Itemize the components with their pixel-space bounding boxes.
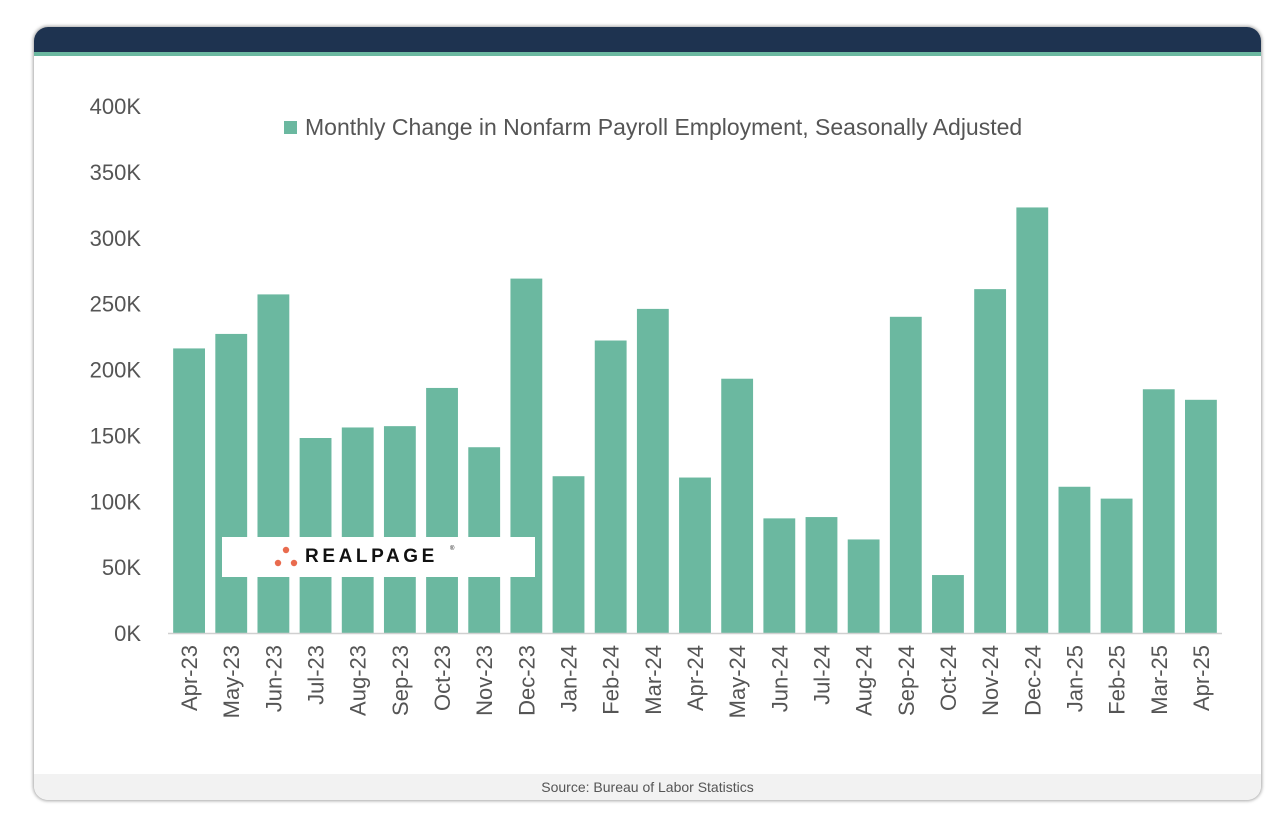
x-tick-label: Jul-23 <box>304 645 329 705</box>
bar <box>721 378 754 633</box>
bar <box>594 340 627 633</box>
bar <box>932 575 964 633</box>
x-tick-label: Jun-23 <box>261 645 286 712</box>
x-tick-label: Aug-24 <box>852 645 877 716</box>
source-footer: Source: Bureau of Labor Statistics <box>34 774 1261 800</box>
bar <box>1100 498 1133 633</box>
x-tick-label: Aug-23 <box>346 645 371 716</box>
y-tick-label: 100K <box>90 489 142 514</box>
x-tick-label: Nov-23 <box>472 645 497 716</box>
bar <box>299 438 332 633</box>
realpage-logo <box>222 537 535 577</box>
y-tick-label: 300K <box>90 226 142 251</box>
x-tick-label: Apr-24 <box>683 645 708 711</box>
y-tick-label: 150K <box>90 423 142 448</box>
bar <box>257 294 290 633</box>
x-tick-label: Jan-24 <box>557 645 582 712</box>
x-tick-label: Feb-24 <box>599 645 624 715</box>
y-tick-label: 350K <box>90 160 142 185</box>
bar <box>889 316 922 633</box>
bar <box>510 278 543 633</box>
y-tick-label: 400K <box>90 94 142 119</box>
x-tick-label: Dec-24 <box>1020 645 1045 716</box>
bar <box>1142 389 1175 633</box>
x-tick-label: Mar-24 <box>641 645 666 715</box>
x-tick-label: Apr-25 <box>1189 645 1214 711</box>
bar <box>383 426 416 633</box>
bar <box>552 476 585 633</box>
header-accent-line <box>34 52 1261 56</box>
legend-swatch <box>284 121 297 134</box>
bar <box>679 477 711 633</box>
x-tick-label: Dec-23 <box>514 645 539 716</box>
x-tick-label: Mar-25 <box>1147 645 1172 715</box>
bar <box>974 289 1007 633</box>
x-tick-label: Feb-25 <box>1105 645 1130 715</box>
bar <box>215 333 248 633</box>
y-tick-label: 50K <box>102 555 141 580</box>
header-bar <box>34 27 1261 52</box>
x-tick-label: Nov-24 <box>978 645 1003 716</box>
realpage-logo-icon <box>274 546 298 567</box>
bar <box>341 427 374 633</box>
x-tick-label: Sep-23 <box>388 645 413 716</box>
bar <box>1016 207 1049 633</box>
realpage-logo-registered: ® <box>450 546 455 552</box>
x-tick-label: Jan-25 <box>1062 645 1087 712</box>
bar <box>805 517 838 633</box>
x-tick-label: Sep-24 <box>894 645 919 716</box>
legend-label: Monthly Change in Nonfarm Payroll Employ… <box>305 114 1022 140</box>
x-tick-label: May-23 <box>219 645 244 718</box>
bar <box>636 308 669 633</box>
x-tick-label: Oct-24 <box>936 645 961 711</box>
realpage-logo-text: REALPAGE <box>305 546 438 567</box>
x-tick-label: Oct-23 <box>430 645 455 711</box>
x-tick-label: Jun-24 <box>767 645 792 712</box>
x-tick-label: Apr-23 <box>177 645 202 711</box>
bar <box>173 348 205 633</box>
x-tick-label: Jul-24 <box>809 645 834 705</box>
bar <box>1058 486 1091 633</box>
y-tick-label: 200K <box>90 358 142 383</box>
bar <box>763 518 796 633</box>
bar <box>1185 399 1217 633</box>
bar <box>426 387 458 633</box>
bar <box>847 539 880 633</box>
y-tick-label: 0K <box>114 621 141 646</box>
y-tick-label: 250K <box>90 292 142 317</box>
x-tick-label: May-24 <box>725 645 750 718</box>
